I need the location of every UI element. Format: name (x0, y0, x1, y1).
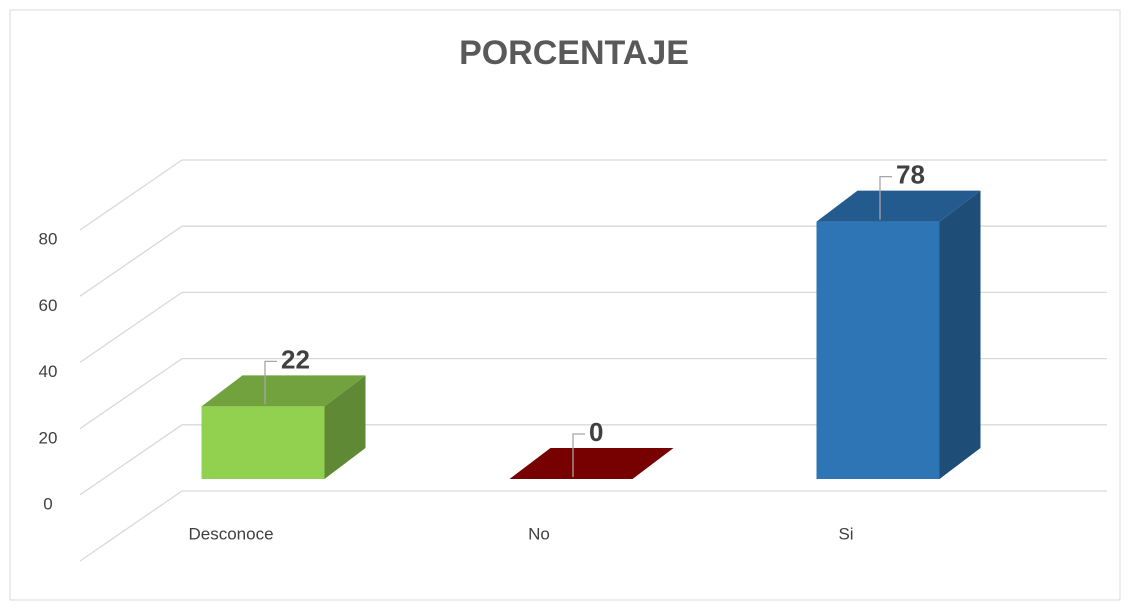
y-tick-label: 0 (43, 494, 52, 513)
x-tick-label: No (528, 524, 550, 543)
bar-top (509, 448, 674, 479)
leader-line (572, 433, 585, 477)
grid-line (79, 291, 183, 363)
plot-top (79, 159, 183, 231)
y-tick-label: 40 (39, 362, 58, 381)
y-tick-label: 80 (39, 230, 58, 249)
leader-line (879, 175, 892, 220)
y-tick-label: 20 (39, 428, 58, 447)
grid-line (79, 358, 183, 430)
y-tick-label: 60 (39, 296, 58, 315)
bar-top (201, 375, 366, 407)
grid-line (79, 490, 183, 562)
leader-line (264, 360, 277, 405)
bar-side (939, 190, 981, 479)
chart-title: PORCENTAJE (459, 34, 689, 72)
data-label: 0 (589, 417, 603, 447)
grid-line (79, 225, 183, 297)
bar-front (201, 406, 325, 479)
data-label: 22 (281, 344, 310, 374)
grid-line (79, 424, 183, 496)
x-tick-label: Desconoce (188, 524, 273, 543)
bar-top (816, 190, 981, 222)
x-tick-label: Si (838, 524, 853, 543)
data-label: 78 (896, 159, 925, 189)
bar-side (324, 375, 366, 479)
bar-front (816, 221, 940, 479)
